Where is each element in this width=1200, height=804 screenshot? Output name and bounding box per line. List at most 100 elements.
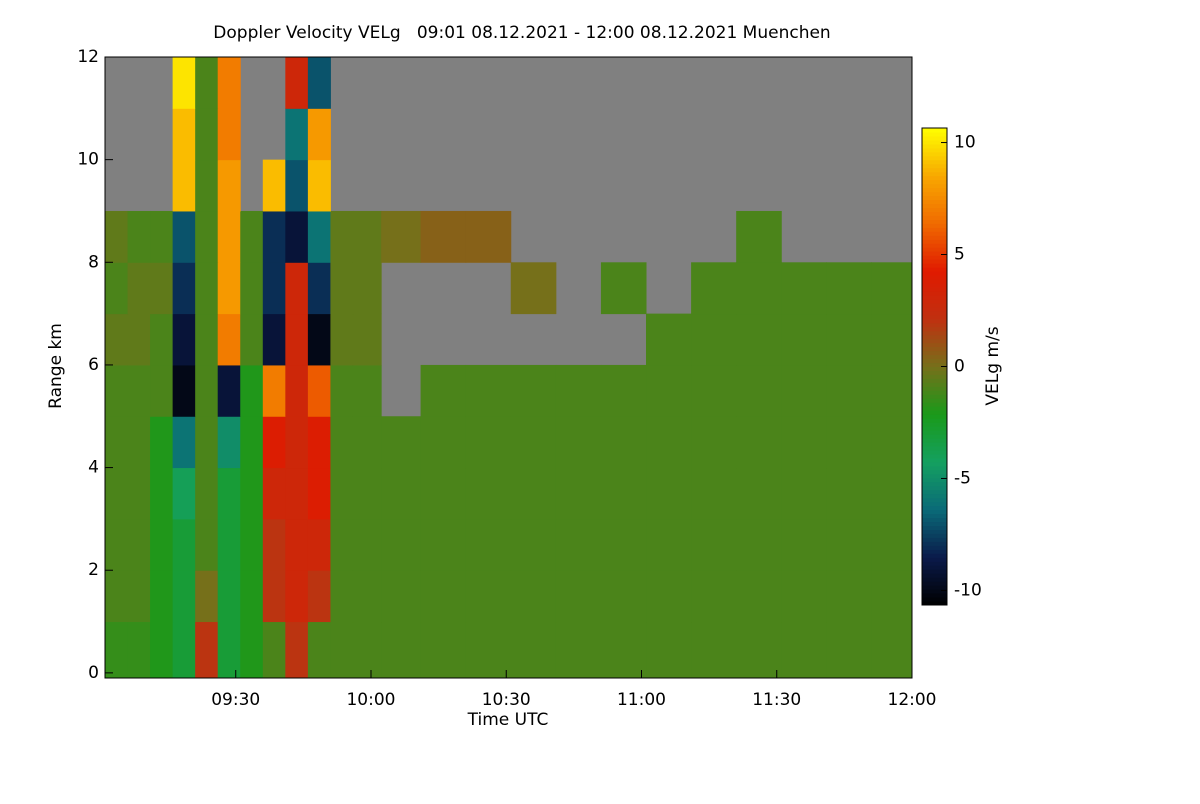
heat-cell (105, 416, 129, 469)
colorbar-segment (922, 350, 947, 356)
heat-cell (736, 416, 782, 469)
heat-cell (195, 262, 219, 315)
colorbar-segment (922, 525, 947, 530)
colorbar-segment (922, 247, 947, 252)
heat-cell (352, 416, 382, 469)
colorbar-segment (922, 235, 947, 240)
heat-cell (285, 57, 309, 109)
colorbar-segment (922, 135, 947, 141)
heat-cell (127, 364, 151, 417)
heat-cell (330, 313, 354, 366)
heat-cell (217, 518, 241, 571)
plot-frame (104, 56, 913, 679)
colorbar-segment (922, 394, 947, 399)
colorbar-segment (922, 533, 947, 538)
heat-cell (420, 467, 467, 520)
colorbar-segment (922, 501, 947, 507)
heat-cell (465, 518, 512, 571)
heat-cell (307, 108, 331, 161)
colorbar-segment (922, 537, 947, 542)
heat-cell (510, 621, 557, 679)
heat-cell (262, 570, 286, 623)
heat-cell (420, 416, 467, 469)
heat-cell (195, 518, 219, 571)
heat-cell (285, 364, 309, 417)
colorbar-segment (922, 370, 947, 375)
colorbar-segment (922, 406, 947, 411)
heat-cell (420, 518, 467, 571)
heat-cell (262, 159, 286, 212)
colorbar-segment (922, 573, 947, 578)
colorbar-segment (922, 346, 947, 352)
heat-cell (172, 57, 196, 109)
heat-cell (352, 364, 382, 417)
colorbar-segment (922, 338, 947, 344)
heat-cell (285, 621, 309, 679)
heat-cell (127, 518, 151, 571)
heat-cell (105, 621, 129, 679)
colorbar-segment (922, 513, 947, 519)
heat-cell (285, 108, 309, 161)
colorbar-segment (922, 366, 947, 371)
colorbar-segment (922, 183, 947, 189)
heat-cell (381, 621, 422, 679)
colorbar-segment (922, 167, 947, 173)
heat-cell (871, 570, 913, 623)
heat-cell (736, 518, 782, 571)
colorbar-segment (922, 410, 947, 415)
heat-cell (285, 570, 309, 623)
heat-cell (352, 313, 382, 366)
heat-cell (871, 467, 913, 520)
heat-cell (330, 518, 354, 571)
heat-cell (826, 416, 872, 469)
heat-cell (691, 621, 737, 679)
heat-cell (330, 262, 354, 315)
colorbar-segment (922, 581, 947, 586)
heat-cell (240, 518, 264, 571)
heat-cell (262, 364, 286, 417)
heat-cell (150, 262, 174, 315)
heat-cell (736, 621, 782, 679)
heat-cell (285, 262, 309, 315)
heat-cell (781, 621, 827, 679)
colorbar-segment (922, 382, 947, 387)
heat-cell (646, 364, 692, 417)
colorbar-segment (922, 314, 947, 320)
heat-cell (195, 108, 219, 161)
heat-cell (150, 313, 174, 366)
heat-cell (217, 262, 241, 315)
heat-cell (826, 621, 872, 679)
colorbar-segment (922, 139, 947, 145)
colorbar-segment (922, 191, 947, 197)
heat-cell (555, 364, 602, 417)
colorbar-segment (922, 255, 947, 260)
colorbar-segment (922, 493, 947, 499)
heat-cell (691, 570, 737, 623)
colorbar-segment (922, 601, 947, 606)
colorbar-segment (922, 358, 947, 364)
colorbar-segment (922, 521, 947, 526)
heat-cell (307, 570, 331, 623)
heat-cell (465, 364, 512, 417)
colorbar-segment (922, 251, 947, 256)
heat-cell (871, 313, 913, 366)
heat-cell (330, 467, 354, 520)
heat-cell (127, 570, 151, 623)
colorbar-segment (922, 426, 947, 431)
heat-cell (646, 621, 692, 679)
colorbar-segment (922, 473, 947, 479)
heat-cell (217, 467, 241, 520)
heat-cell (195, 570, 219, 623)
colorbar-segment (922, 279, 947, 284)
colorbar-segment (922, 131, 947, 137)
heat-cell (381, 467, 422, 520)
heat-cell (172, 364, 196, 417)
colorbar-segment (922, 465, 947, 471)
heat-cell (262, 621, 286, 679)
heat-cell (510, 467, 557, 520)
colorbar-segment (922, 438, 947, 443)
heat-cell (381, 210, 422, 263)
colorbar-segment (922, 294, 947, 300)
heat-cell (240, 570, 264, 623)
heat-cell (195, 621, 219, 679)
